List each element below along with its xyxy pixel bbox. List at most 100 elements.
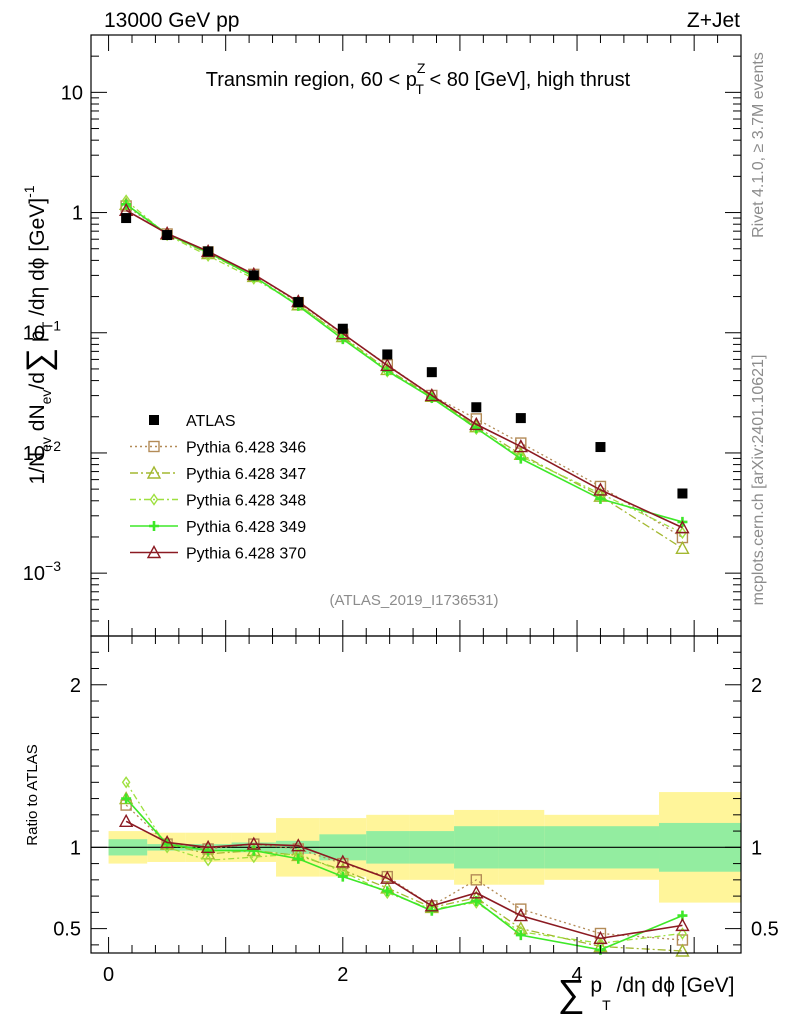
series-ratio-point (335, 854, 350, 868)
legend-marker (149, 521, 159, 531)
series-ratio-point (118, 813, 134, 828)
y-tick-label: 10−3 (23, 558, 61, 585)
ratio-y-tick-label-right: 2 (751, 675, 762, 697)
series-ratio-point (200, 839, 216, 854)
series-point (675, 540, 690, 554)
legend-entry-2: Pythia 6.428 348 (130, 493, 306, 510)
series-ratio-point (249, 850, 259, 864)
ratio-frame (90, 635, 742, 954)
series-point (469, 416, 484, 431)
title-superscript: Z (417, 60, 426, 76)
series-ratio-point (337, 871, 348, 882)
series-ratio-point (424, 898, 439, 912)
series-ratio-point (159, 834, 175, 849)
series-ratio-point (513, 908, 528, 922)
series-4-ratio (118, 813, 690, 945)
series-ratio-line (125, 820, 683, 940)
series-ratio-line (125, 798, 683, 952)
ratio-y-tick-label-left: 2 (70, 675, 81, 697)
series-ratio-point (248, 845, 259, 856)
series-ratio-point (293, 853, 304, 864)
legend-marker (146, 545, 162, 559)
legend-marker (146, 465, 162, 479)
data-point (471, 402, 482, 413)
series-line (125, 203, 683, 549)
series-ratio-point (678, 927, 687, 940)
legend-marker (149, 415, 159, 425)
rivet-label: Rivet 4.1.0, ≥ 3.7M events (750, 52, 767, 238)
series-ratio-point (470, 874, 483, 886)
legend-entry-data: ATLAS (149, 413, 236, 430)
series-ratio-point (246, 836, 261, 850)
series-ratio-point (515, 903, 527, 915)
series-ratio-point (121, 776, 131, 789)
ratio-series-layer (118, 776, 690, 957)
title-subscript: T (415, 81, 424, 97)
series-line (125, 209, 683, 529)
ratio-y-tick-label-right: 0.5 (751, 919, 779, 941)
legend-entry-3: Pythia 6.428 349 (130, 519, 306, 536)
data-point (121, 213, 132, 224)
series-ratio-point (675, 943, 690, 957)
legend-label: ATLAS (186, 413, 236, 430)
series-ratio-point (675, 917, 690, 932)
data-point (382, 349, 393, 360)
data-point (426, 367, 437, 378)
data-point (515, 413, 526, 424)
main-series-layer (118, 194, 690, 554)
y-axis-title-text: 1/Nev dNev/d∑ pT /dη dϕ [GeV]-1 (20, 185, 58, 484)
title-prefix: Transmin region, 60 < p (206, 69, 417, 91)
series-point (515, 453, 526, 464)
data-point (203, 246, 214, 257)
legend-label: Pythia 6.428 347 (186, 466, 306, 483)
legend-entry-0: Pythia 6.428 346 (130, 440, 306, 457)
main-axes: 10−3 10−2 10−1 1 10 (23, 34, 742, 637)
plot-title: Transmin region, 60 < pZ T < 80 [GeV], hi… (206, 60, 631, 97)
data-point (677, 488, 688, 499)
x-tick-label: 4 (571, 964, 582, 986)
series-point (513, 439, 528, 453)
legend-label: Pythia 6.428 348 (186, 493, 306, 510)
process-label: Z+Jet (687, 9, 740, 32)
series-point (424, 387, 439, 402)
series-ratio-point (382, 886, 393, 897)
legend-label: Pythia 6.428 370 (186, 546, 306, 563)
data-point (162, 230, 173, 241)
y-tick-label: 10−1 (23, 318, 61, 345)
y-tick-label: 10 (61, 82, 83, 104)
analysis-id: (ATLAS_2019_I1736531) (329, 592, 498, 609)
x-tick-label: 0 (103, 964, 114, 986)
series-ratio-point (203, 854, 213, 867)
ratio-y-tick-label-left: 1 (70, 837, 81, 859)
series-line (125, 203, 683, 523)
ratio-y-axis-title: Ratio to ATLAS (24, 744, 41, 845)
series-ratio-point (121, 793, 132, 804)
y-tick-label: 10−2 (23, 438, 61, 465)
series-ratio-point (380, 870, 395, 884)
legend-entry-1: Pythia 6.428 347 (130, 465, 306, 483)
series-point (380, 357, 395, 372)
series-point (675, 520, 690, 534)
main-data-layer (121, 213, 688, 499)
data-point (293, 297, 304, 308)
legend-entry-4: Pythia 6.428 370 (130, 545, 306, 563)
y-axis-title: 1/Nev dNev/d∑ pT /dη dϕ [GeV]-1 (20, 185, 58, 484)
series-ratio-point (200, 846, 216, 860)
series-ratio-point (291, 838, 306, 852)
series-point (678, 526, 687, 540)
series-ratio-line (125, 804, 683, 941)
y-tick-label: 1 (72, 203, 83, 225)
legend: ATLAS Pythia 6.428 346 Pythia 6.428 347 Pyt… (130, 413, 306, 563)
legend-label: Pythia 6.428 346 (186, 440, 306, 457)
series-point (595, 493, 606, 504)
series-ratio-point (162, 841, 172, 854)
series-point (593, 482, 608, 496)
legend-marker (149, 493, 159, 506)
title-suffix: < 80 [GeV], high thrust (424, 69, 631, 91)
series-ratio-line (125, 781, 683, 944)
legend-label: Pythia 6.428 349 (186, 519, 306, 536)
data-point (595, 442, 606, 453)
series-3-ratio (121, 793, 688, 955)
ratio-axes: 0 2 4 0.5 0.5 1 1 2 2 (53, 635, 779, 986)
